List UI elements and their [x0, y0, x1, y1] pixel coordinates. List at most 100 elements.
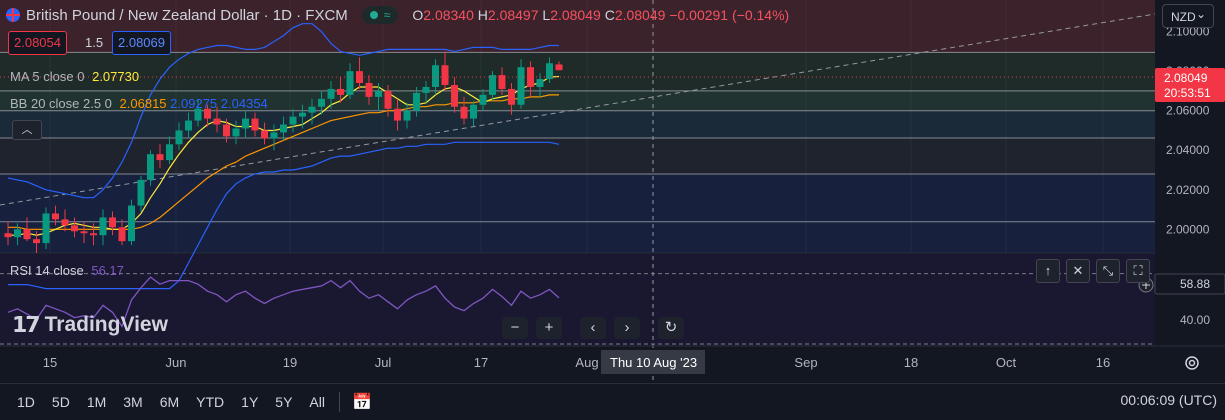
candle-body: [451, 84, 458, 107]
range-3m[interactable]: 3M: [123, 394, 143, 410]
candle-body: [289, 116, 297, 125]
symbol-title[interactable]: British Pound / New Zealand Dollar · 1D …: [26, 6, 348, 24]
range-1d[interactable]: 1D: [17, 394, 35, 410]
candle-body: [337, 88, 344, 95]
candle-body: [365, 83, 373, 97]
candle-body: [128, 205, 135, 242]
candle-body: [394, 108, 401, 121]
close-value: 2.08049: [614, 7, 666, 23]
time-axis-label: 16: [1096, 355, 1110, 370]
range-1y[interactable]: 1Y: [241, 394, 259, 410]
rsi-legend[interactable]: RSI 14 close 56.17: [10, 263, 124, 278]
price-zone: [0, 0, 1155, 53]
rsi-current-tag: [1154, 273, 1225, 295]
spread-value: 1.5: [85, 35, 104, 50]
bb-legend[interactable]: BB 20 close 2.5 0 2.06815 2.09275 2.0435…: [10, 96, 268, 111]
candle-body: [90, 233, 97, 236]
bb-upper-value: 2.09275: [170, 96, 218, 111]
rsi-line: [7, 276, 560, 328]
candle-body: [33, 239, 40, 244]
currency-select[interactable]: NZD: [1162, 2, 1214, 28]
time-axis-label: Oct: [996, 355, 1017, 370]
bb-basis-value: 2.06815: [119, 96, 167, 111]
candle-body: [185, 120, 192, 131]
range-1m[interactable]: 1M: [86, 394, 107, 410]
buy-button[interactable]: 2.08069: [112, 31, 171, 55]
ohlc-values: O2.08340 H2.08497 L2.08049 C2.08049 −0.0…: [412, 7, 790, 23]
candle-body: [460, 106, 468, 119]
candle-body: [52, 213, 59, 220]
rsi-axis-tick: 40.00: [1180, 313, 1210, 327]
candle-body: [242, 118, 249, 129]
open-value: 2.08340: [423, 7, 474, 23]
low-value: 2.08049: [550, 7, 601, 23]
maximize-pane-button[interactable]: ⛶: [1126, 259, 1150, 283]
scroll-left-button[interactable]: ‹: [580, 317, 606, 339]
countdown: 20:53:51: [1164, 86, 1211, 100]
bollinger-lower-line: [8, 141, 560, 290]
tv-logo-icon: 𝟭𝟳: [12, 312, 41, 337]
candle-body: [270, 132, 278, 139]
candle-body: [61, 219, 69, 226]
candle-body: [71, 225, 78, 232]
utc-clock[interactable]: 00:06:09 (UTC): [1120, 392, 1217, 408]
range-5y[interactable]: 5Y: [275, 394, 293, 410]
collapse-pane-button[interactable]: ⤡: [1096, 259, 1120, 283]
rsi-current-value: 58.88: [1180, 277, 1210, 291]
settings-gear-icon[interactable]: [1183, 354, 1201, 372]
price-zone: [0, 173, 1155, 222]
price-axis-bg: [1155, 0, 1225, 383]
candle-body: [346, 71, 354, 95]
candle-body: [4, 233, 12, 238]
tradingview-logo: 𝟭𝟳 TradingView: [12, 312, 168, 337]
market-status-badge[interactable]: ≈: [361, 6, 399, 24]
range-ytd[interactable]: YTD: [196, 394, 225, 410]
calendar-icon[interactable]: 📅: [351, 394, 372, 411]
zoom-in-button[interactable]: +: [536, 317, 562, 339]
sell-button[interactable]: 2.08054: [8, 31, 67, 55]
price-zone: [0, 110, 1155, 138]
candle-body: [527, 67, 534, 87]
range-5d[interactable]: 5D: [51, 394, 70, 410]
candle-body: [261, 130, 268, 139]
time-axis-label: Aug: [575, 355, 598, 370]
reset-chart-button[interactable]: ↻: [658, 317, 684, 339]
range-all[interactable]: All: [309, 394, 325, 410]
ma-legend[interactable]: MA 5 close 0 2.07730: [10, 69, 140, 84]
candle-body: [356, 71, 363, 84]
candle-body: [223, 124, 230, 137]
collapse-legend-button[interactable]: ︿: [12, 120, 42, 140]
candle-body: [280, 124, 287, 133]
scroll-right-button[interactable]: ›: [614, 317, 640, 339]
candle-body: [413, 92, 420, 111]
price-zones: [0, 0, 1155, 253]
candle-body: [156, 154, 164, 161]
price-zone: [0, 90, 1155, 111]
symbol-legend: British Pound / New Zealand Dollar · 1D …: [6, 6, 789, 24]
rsi-pane-bg: [0, 254, 1155, 346]
move-pane-up-button[interactable]: ↑: [1036, 259, 1060, 283]
close-pane-button[interactable]: ✕: [1066, 259, 1090, 283]
ma-value: 2.07730: [92, 69, 140, 84]
price-zone: [0, 52, 1155, 91]
candle-body: [251, 118, 259, 131]
price-zone: [0, 137, 1155, 174]
candle-body: [517, 67, 525, 105]
price-axis-tick: 2.02000: [1166, 183, 1210, 197]
candle-body: [118, 227, 126, 242]
time-axis-label: Jul: [375, 355, 392, 370]
candle-body: [318, 98, 325, 107]
candle-body: [470, 104, 477, 119]
candle-body: [479, 94, 487, 105]
candle-body: [232, 128, 240, 137]
price-axis-tick: 2.00000: [1166, 222, 1210, 236]
candle-body: [23, 229, 31, 240]
time-axis-label: 19: [283, 355, 297, 370]
status-dot-icon: [369, 11, 378, 19]
candle-body: [109, 217, 116, 228]
candle-body: [42, 213, 50, 244]
zoom-out-button[interactable]: −: [502, 317, 528, 339]
time-axis-labels: 15 Jun 19 Jul 17 Aug Sep 18 Oct 16: [43, 355, 1110, 370]
range-6m[interactable]: 6M: [159, 394, 180, 410]
